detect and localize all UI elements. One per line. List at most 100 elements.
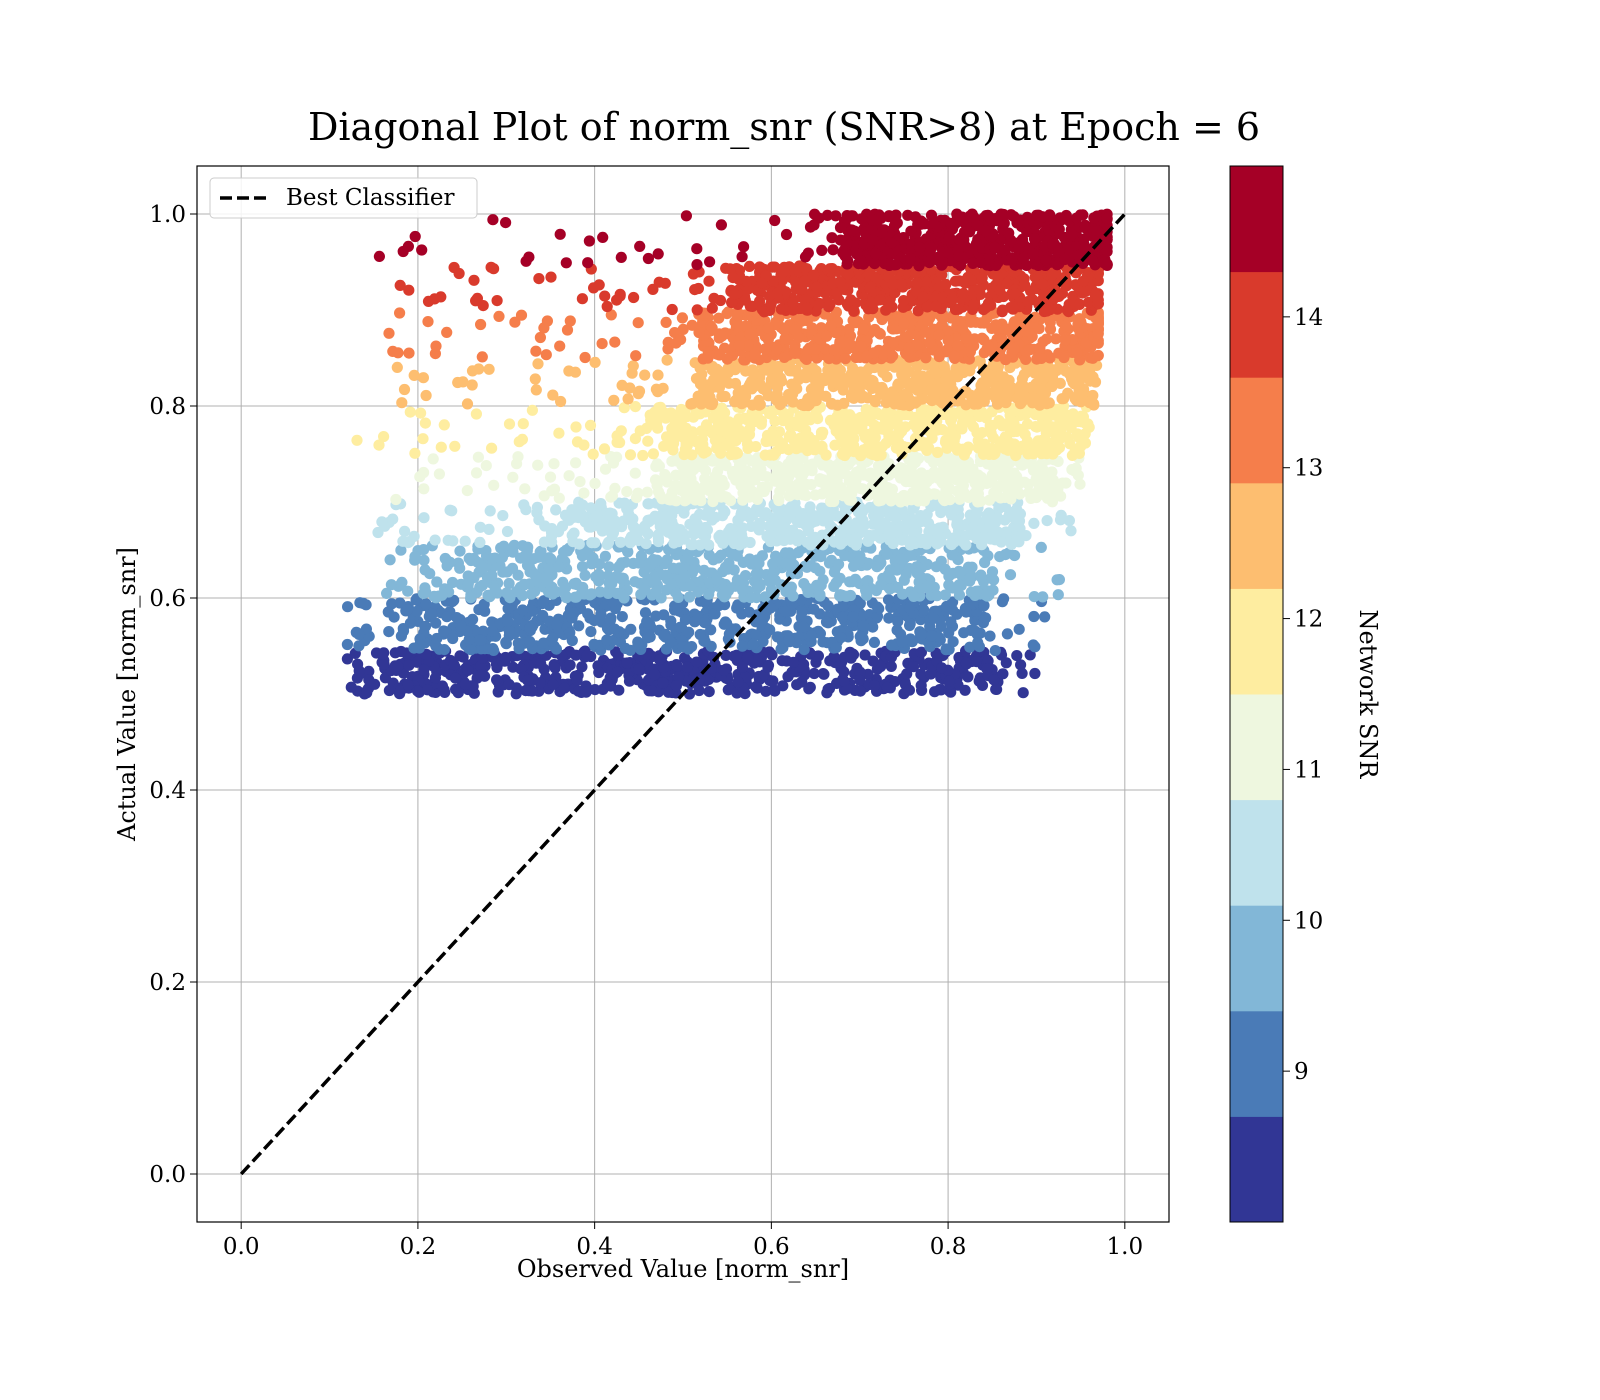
scatter-band-0 [341,645,1041,700]
scatter-point [683,626,695,638]
scatter-point [918,604,930,616]
scatter-point [1026,397,1039,409]
scatter-point [651,554,663,566]
scatter-point [503,577,515,590]
scatter-point [615,536,627,548]
scatter-point [848,392,860,404]
scatter-point [630,350,642,362]
scatter-point [915,509,927,522]
scatter-point [451,612,463,624]
scatter-point [476,351,488,363]
scatter-point [676,563,688,576]
scatter-point [729,448,741,460]
scatter-point [392,660,404,673]
scatter-point [678,486,690,498]
scatter-point [709,608,721,620]
scatter-point [736,661,749,674]
scatter-point [599,463,612,475]
scatter-point [633,557,645,569]
scatter-point [441,611,453,623]
scatter-point [979,556,991,569]
scatter-point [1019,325,1031,337]
scatter-point [1000,388,1012,400]
scatter-point [731,309,743,321]
scatter-point [898,441,910,453]
scatter-point [919,326,932,338]
scatter-point [411,685,424,697]
scatter-point [995,536,1007,548]
scatter-point [611,587,623,600]
scatter-point [616,611,628,623]
scatter-point [1060,365,1072,377]
scatter-point [817,507,829,519]
scatter-point [593,666,605,679]
scatter-point [589,356,601,368]
scatter-point [612,649,624,661]
scatter-point [955,461,968,473]
scatter-point [665,578,677,590]
scatter-point [607,527,620,539]
scatter-point [723,377,735,389]
scatter-point [495,542,507,554]
scatter-point [395,544,407,556]
scatter-point [517,604,529,616]
scatter-point [747,638,759,650]
scatter-point [967,471,979,483]
scatter-point [447,632,459,645]
scatter-point [535,658,547,670]
scatter-point [539,520,551,532]
scatter-point [886,639,898,651]
scatter-point [447,576,459,589]
scatter-point [805,630,818,642]
scatter-point [463,552,475,565]
scatter-point [791,679,803,691]
scatter-point [774,534,787,546]
scatter-point [988,674,1000,686]
scatter-point [681,661,694,673]
scatter-point [351,434,363,446]
scatter-point [486,625,498,637]
scatter-point [753,517,766,529]
scatter-point [611,666,623,678]
scatter-point [644,631,656,643]
scatter-point [1016,459,1029,471]
scatter-point [933,383,945,395]
scatter-point [585,502,597,514]
scatter-point [814,628,827,640]
scatter-point [683,591,696,603]
scatter-point [777,680,789,692]
scatter-point [741,465,753,477]
scatter-point [402,679,414,691]
scatter-point [578,487,590,499]
scatter-point [341,638,353,651]
scatter-point [775,518,787,531]
scatter-point [579,351,591,364]
scatter-point [570,421,582,433]
scatter-point [937,521,949,533]
scatter-point [766,428,779,440]
scatter-point [824,414,837,426]
scatter-point [609,336,621,348]
scatter-point [560,590,572,602]
scatter-point [784,511,797,523]
scatter-point [711,574,723,586]
scatter-point [470,467,483,479]
scatter-point [915,668,927,680]
scatter-point [632,317,644,329]
scatter-point [967,529,979,541]
scatter-point [736,640,748,652]
scatter-point [576,661,588,673]
scatter-point [483,523,495,536]
scatter-point [480,460,492,472]
scatter-point [904,618,916,630]
scatter-point [741,438,754,450]
scatter-point [447,595,459,607]
scatter-point [581,649,593,661]
scatter-point [576,561,589,573]
scatter-point [500,638,512,650]
scatter-point [452,687,464,699]
scatter-point [1072,469,1084,481]
scatter-point [574,501,586,513]
scatter-point [728,564,740,576]
scatter-point [1072,388,1084,400]
